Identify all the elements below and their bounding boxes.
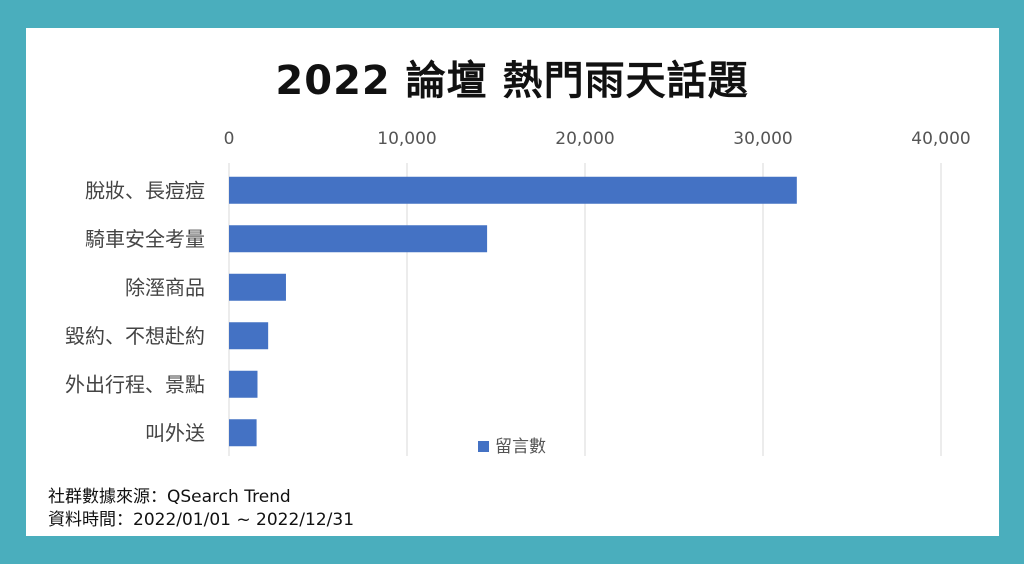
category-label: 叫外送 (145, 421, 205, 445)
bar (229, 419, 257, 447)
source-note: 社群數據來源：QSearch Trend (48, 487, 291, 507)
category-label: 脫妝、長痘痘 (85, 178, 205, 202)
legend-label: 留言數 (495, 437, 546, 457)
category-label: 除溼商品 (125, 275, 205, 299)
bar (229, 225, 488, 253)
bar (229, 273, 286, 301)
x-tick-label: 0 (224, 129, 235, 149)
chart-title: 2022 論壇 熱門雨天話題 (275, 58, 749, 104)
x-tick-label: 20,000 (555, 129, 614, 149)
legend-swatch (478, 441, 489, 452)
category-label: 外出行程、景點 (65, 372, 205, 396)
x-tick-label: 40,000 (911, 129, 970, 149)
x-tick-label: 10,000 (377, 129, 436, 149)
bar (229, 370, 258, 398)
bar (229, 176, 797, 204)
period-note: 資料時間：2022/01/01 ~ 2022/12/31 (48, 510, 355, 530)
x-tick-label: 30,000 (733, 129, 792, 149)
category-label: 毀約、不想赴約 (65, 324, 205, 348)
category-label: 騎車安全考量 (85, 227, 205, 251)
bar (229, 322, 269, 350)
chart-panel (26, 28, 999, 536)
